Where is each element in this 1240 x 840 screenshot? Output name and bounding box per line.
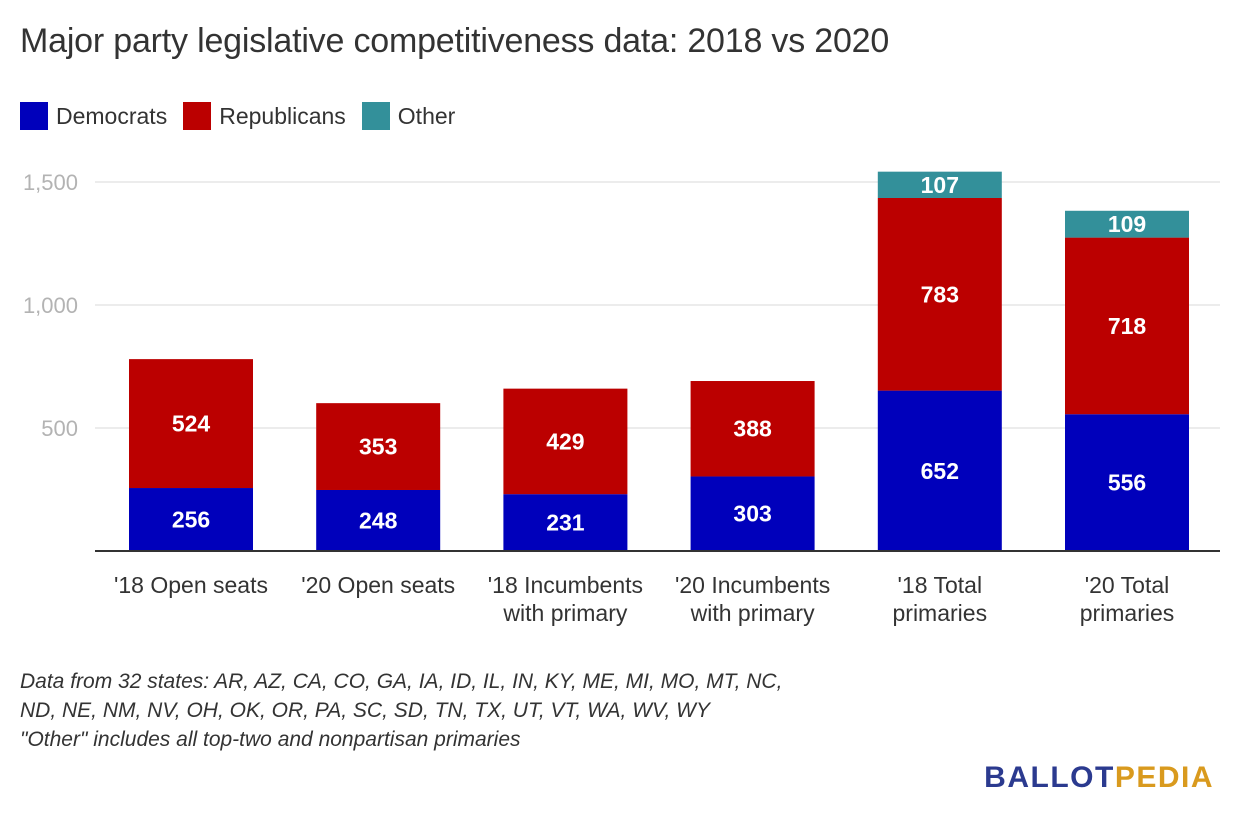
legend-swatch-democrats	[20, 102, 48, 130]
footnote-line-states-1: Data from 32 states: AR, AZ, CA, CO, GA,…	[20, 670, 783, 693]
logo-part-ballot: BALLOT	[984, 761, 1115, 794]
bar-republicans	[877, 197, 1002, 391]
bar-value-label: 556	[1108, 470, 1146, 496]
bar-other	[1065, 210, 1189, 238]
footnote-line-states-2: ND, NE, NM, NV, OH, OK, OR, PA, SC, SD, …	[20, 699, 710, 722]
bar-value-label: 231	[546, 510, 585, 536]
chart-plot: 500 1,000 1,500 256 524 '18 Open seats 248 353 '…	[23, 170, 1220, 626]
y-tick-label: 1,500	[23, 170, 78, 195]
x-category-label: with primary	[502, 600, 627, 626]
bar-republicans	[316, 403, 441, 490]
y-tick-label: 500	[41, 416, 78, 441]
x-category-label: '20 Incumbents	[675, 572, 830, 598]
footnote: Data from 32 states: AR, AZ, CA, CO, GA,…	[20, 667, 782, 754]
logo-part-pedia: PEDIA	[1114, 761, 1214, 794]
bar-value-label: 524	[172, 411, 211, 437]
x-category-label: primaries	[893, 600, 988, 626]
x-category-label: '20 Open seats	[301, 572, 455, 598]
x-category-label: '18 Total	[898, 572, 983, 598]
legend-label-democrats: Democrats	[56, 102, 168, 129]
bar-republicans	[503, 388, 628, 495]
x-category-label: '18 Incumbents	[488, 572, 643, 598]
footnote-line-other-note: "Other" includes all top-two and nonpart…	[20, 728, 521, 751]
legend-item-other: Other	[361, 102, 456, 130]
bar-value-label: 107	[921, 172, 959, 198]
bar-democrats	[1065, 414, 1189, 551]
bar-value-label: 388	[733, 416, 772, 442]
bar-democrats	[690, 476, 815, 551]
legend-label-republicans: Republicans	[219, 102, 346, 129]
bar-value-label: 248	[359, 507, 398, 533]
chart-title: Major party legislative competitiveness …	[20, 22, 890, 60]
bar-value-label: 652	[921, 458, 959, 484]
legend-item-democrats: Democrats	[20, 102, 167, 130]
bar-republicans	[690, 381, 815, 477]
legend-swatch-other	[361, 102, 390, 130]
bar-republicans	[1065, 237, 1189, 415]
legend-label-other: Other	[397, 102, 456, 129]
bar-value-label: 303	[733, 501, 771, 527]
bar-value-label: 429	[546, 428, 584, 454]
x-category-label: '18 Open seats	[114, 572, 268, 598]
bar-value-label: 353	[359, 434, 397, 460]
x-category-label: '20 Total	[1085, 572, 1170, 598]
bar-other	[877, 171, 1002, 198]
bar-democrats	[316, 489, 441, 551]
legend-swatch-republicans	[183, 102, 212, 130]
legend: Democrats Republicans Other	[20, 102, 471, 130]
bar-democrats	[129, 488, 253, 551]
bar-republicans	[129, 359, 253, 489]
ballotpedia-logo: BALLOTPEDIA	[984, 761, 1214, 795]
bar-value-label: 718	[1108, 313, 1147, 339]
bar-democrats	[877, 390, 1002, 551]
y-tick-label: 1,000	[23, 293, 78, 318]
bar-democrats	[503, 494, 628, 551]
legend-item-republicans: Republicans	[183, 102, 346, 130]
bar-value-label: 256	[172, 507, 210, 533]
bar-value-label: 783	[921, 281, 959, 307]
x-category-label: with primary	[690, 600, 815, 626]
bar-value-label: 109	[1108, 211, 1146, 237]
x-category-label: primaries	[1080, 600, 1175, 626]
